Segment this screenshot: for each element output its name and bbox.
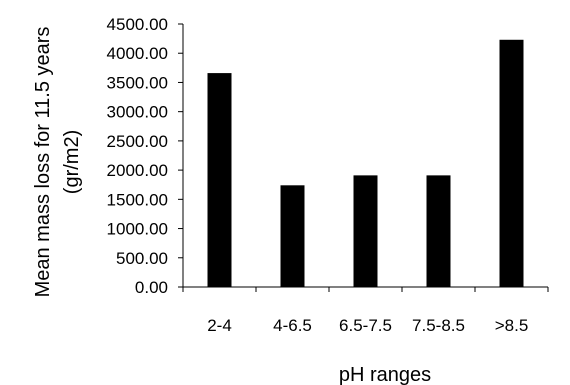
bar-4 bbox=[499, 39, 524, 287]
y-tick-label: 0.00 bbox=[135, 278, 168, 297]
x-axis bbox=[182, 286, 549, 292]
x-axis-title: pH ranges bbox=[339, 364, 431, 385]
x-tick-label: 4-6.5 bbox=[273, 316, 312, 335]
x-tick-label: 2-4 bbox=[207, 316, 232, 335]
x-tick-label: 7.5-8.5 bbox=[412, 316, 465, 335]
bars bbox=[207, 39, 524, 288]
y-tick-label: 4500.00 bbox=[107, 15, 168, 34]
y-axis-title: Mean mass loss for 11.5 years (gr/m2) bbox=[32, 27, 83, 298]
y-tick-label: 4000.00 bbox=[107, 44, 168, 63]
y-tick-label: 500.00 bbox=[116, 249, 168, 268]
x-tick-label: >8.5 bbox=[495, 316, 529, 335]
bar-0 bbox=[207, 73, 232, 288]
y-axis bbox=[178, 23, 184, 288]
y-tick-label: 1000.00 bbox=[107, 220, 168, 239]
y-tick-label: 3500.00 bbox=[107, 73, 168, 92]
y-tick-label: 3000.00 bbox=[107, 103, 168, 122]
bar-3 bbox=[426, 175, 451, 287]
x-tick-label: 6.5-7.5 bbox=[339, 316, 392, 335]
y-axis-title-line-1: Mean mass loss for 11.5 years bbox=[32, 27, 54, 298]
bar-2 bbox=[353, 175, 378, 287]
y-axis-title-line-2: (gr/m2) bbox=[61, 130, 83, 194]
y-tick-labels: 0.00 500.00 1000.00 1500.00 2000.00 2500.00 30… bbox=[107, 15, 168, 297]
y-tick-label: 2000.00 bbox=[107, 161, 168, 180]
x-tick-labels: 2-4 4-6.5 6.5-7.5 7.5-8.5 >8.5 bbox=[207, 316, 528, 335]
y-tick-label: 1500.00 bbox=[107, 190, 168, 209]
bar-1 bbox=[280, 185, 305, 287]
y-tick-label: 2500.00 bbox=[107, 132, 168, 151]
